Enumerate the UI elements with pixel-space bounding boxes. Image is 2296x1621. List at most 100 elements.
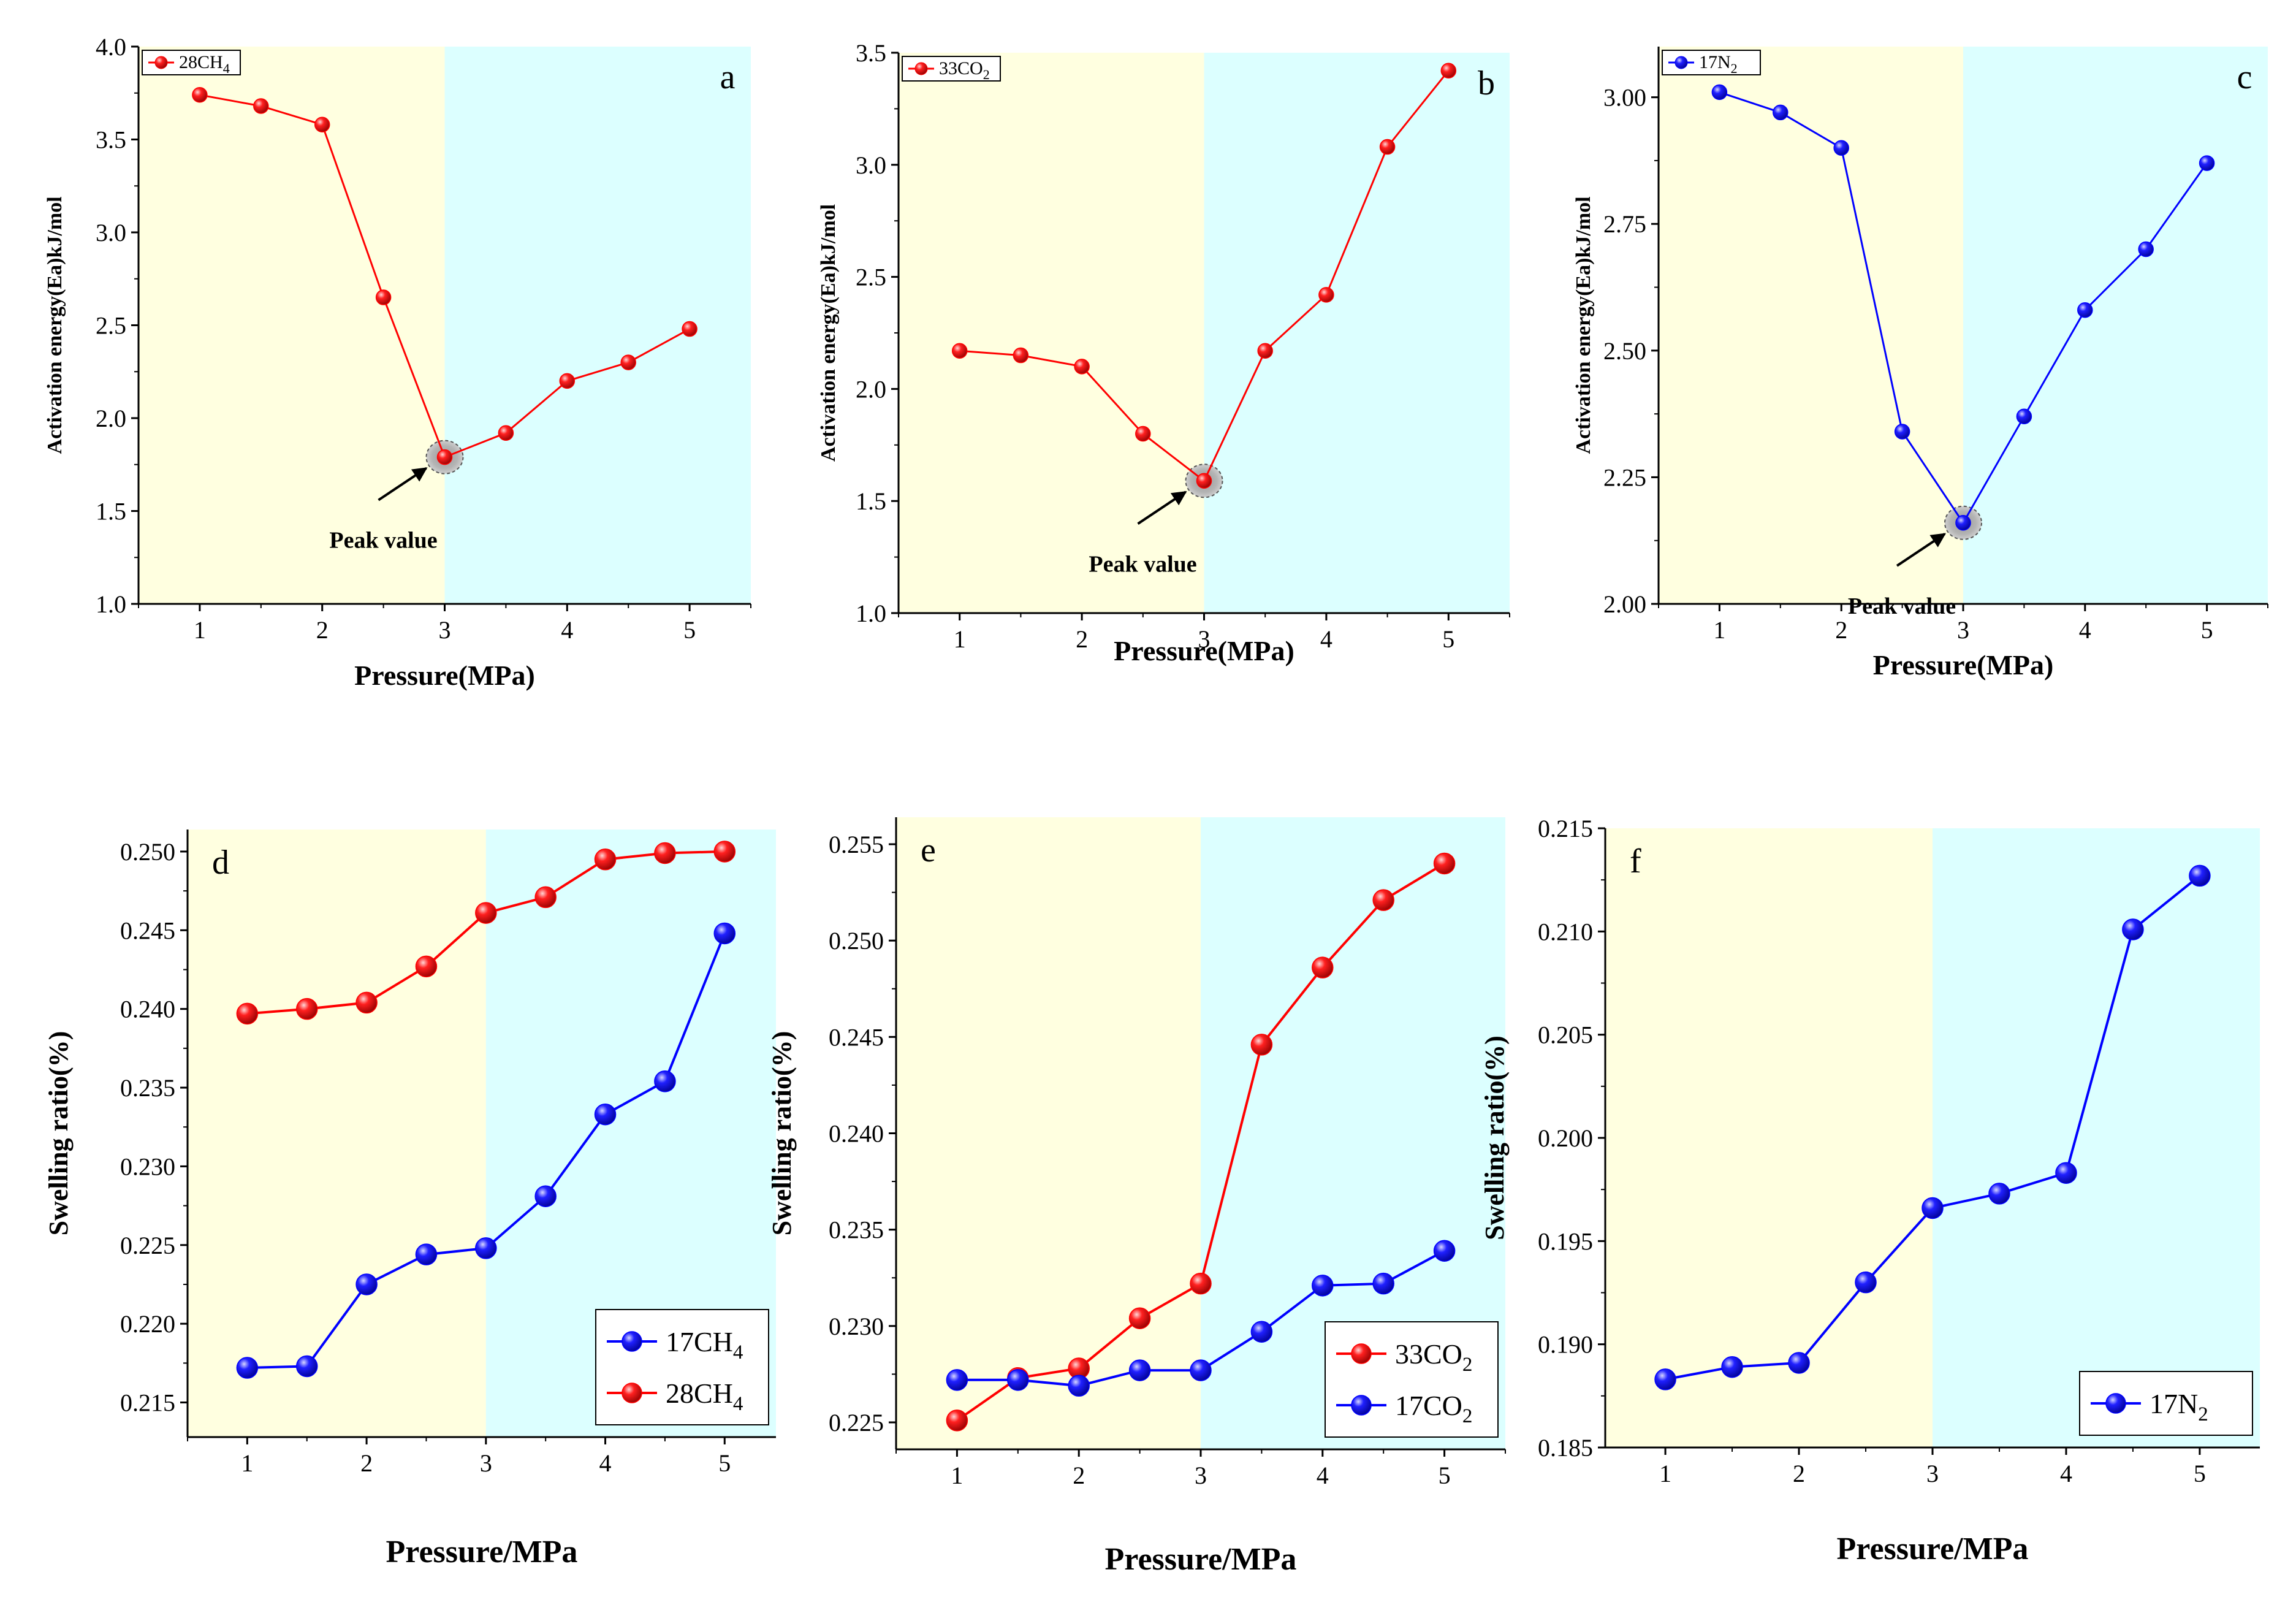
data-point-33CO2 [1440, 63, 1457, 78]
x-tick-label: 1 [1713, 616, 1725, 644]
panel-letter: b [1478, 64, 1495, 102]
x-tick-label: 3 [439, 616, 451, 644]
x-tick-label: 5 [2194, 1460, 2206, 1487]
x-tick-label: 3 [1198, 625, 1211, 653]
data-point-17CH4 [475, 1237, 497, 1259]
y-tick-label: 1.5 [856, 487, 886, 515]
y-tick-label: 0.230 [829, 1313, 884, 1340]
data-point-17CO2 [946, 1369, 968, 1391]
data-point-33CO2 [951, 343, 968, 359]
y-tick-label: 1.0 [96, 590, 126, 618]
y-tick-label: 0.210 [1538, 918, 1593, 945]
data-point-28CH4 [314, 116, 330, 133]
legend-marker [1351, 1343, 1372, 1364]
panel-letter: c [2237, 58, 2252, 96]
legend-box [1325, 1321, 1499, 1438]
x-axis-title: Pressure/MPa [1105, 1542, 1297, 1577]
data-point-33CO2 [1433, 852, 1456, 875]
legend-label: 28CH4 [179, 52, 230, 76]
data-point-17CH4 [355, 1273, 378, 1295]
y-tick-label: 3.5 [96, 126, 126, 154]
data-point-17CO2 [1007, 1369, 1029, 1391]
high-pressure-region [1204, 53, 1510, 613]
high-pressure-region [1933, 828, 2260, 1447]
y-axis-title: Swelling ratio(%) [1480, 1036, 1510, 1240]
data-point-17N2 [1721, 1356, 1743, 1378]
legend-marker [622, 1383, 642, 1403]
data-point-28CH4 [620, 354, 636, 370]
y-tick-label: 0.190 [1538, 1331, 1593, 1359]
x-tick-label: 4 [599, 1449, 612, 1477]
high-pressure-region [1963, 47, 2268, 604]
y-tick-label: 2.5 [856, 264, 886, 291]
data-point-17CH4 [415, 1243, 438, 1265]
data-point-17N2 [1922, 1197, 1944, 1219]
x-tick-label: 4 [561, 616, 573, 644]
data-point-33CO2 [1250, 1034, 1273, 1056]
y-tick-label: 0.225 [829, 1409, 884, 1436]
data-point-17CO2 [1190, 1359, 1212, 1381]
x-tick-label: 5 [718, 1449, 731, 1477]
x-tick-label: 5 [683, 616, 696, 644]
panel-letter: f [1630, 842, 1641, 880]
data-point-33CO2 [1196, 473, 1212, 489]
peak-value-label: Peak value [1089, 551, 1196, 577]
y-tick-label: 0.235 [829, 1216, 884, 1244]
data-point-17N2 [2138, 241, 2154, 257]
data-point-33CO2 [946, 1409, 968, 1432]
data-point-17N2 [1955, 515, 1971, 531]
y-axis-title: Activation energy(Ea)kJ/mol [1572, 196, 1595, 454]
data-point-17CO2 [1433, 1240, 1456, 1262]
data-point-28CH4 [375, 289, 392, 305]
x-tick-label: 4 [1317, 1462, 1329, 1489]
data-point-28CH4 [192, 87, 208, 103]
y-tick-label: 0.195 [1538, 1227, 1593, 1255]
legend-label: 33CO2 [1395, 1338, 1472, 1376]
data-point-28CH4 [436, 449, 453, 465]
y-tick-label: 2.75 [1603, 210, 1646, 238]
low-pressure-region [1659, 47, 1963, 604]
data-point-28CH4 [295, 997, 318, 1020]
x-tick-label: 2 [1076, 625, 1088, 653]
data-point-17N2 [2189, 864, 2211, 887]
chart-panel-f: 1 2 3 4 5 0.185 0.190 0.195 0.200 0.205 0.210 0.215… [1480, 815, 2260, 1566]
data-point-28CH4 [253, 98, 269, 114]
x-tick-label: 1 [194, 616, 206, 644]
x-tick-label: 5 [2201, 616, 2213, 644]
y-tick-label: 0.240 [829, 1120, 884, 1148]
data-point-28CH4 [594, 849, 617, 871]
panel-letter: d [212, 844, 229, 882]
low-pressure-region [896, 817, 1201, 1449]
y-axis-title: Swelling ratio(%) [44, 1031, 74, 1236]
panel-letter: a [720, 58, 736, 96]
y-tick-label: 2.25 [1603, 463, 1646, 491]
data-point-33CO2 [1379, 139, 1396, 155]
x-tick-label: 2 [360, 1449, 373, 1477]
x-tick-label: 3 [1926, 1460, 1939, 1487]
x-tick-label: 1 [954, 625, 966, 653]
y-tick-label: 3.5 [856, 39, 886, 67]
data-point-17CO2 [1372, 1272, 1394, 1295]
chart-panel-c: 1 2 3 4 5 2.00 2.25 2.50 2.75 3.00 Pressure(MPa) Ac… [1572, 47, 2268, 681]
y-tick-label: 4.0 [96, 33, 126, 61]
legend-label: 17CH4 [666, 1326, 743, 1364]
data-point-17N2 [2122, 918, 2144, 940]
x-tick-label: 3 [1957, 616, 1969, 644]
x-axis-title: Pressure/MPa [1837, 1531, 2029, 1566]
data-point-28CH4 [498, 425, 514, 441]
high-pressure-region [444, 47, 751, 604]
legend-marker [914, 62, 928, 75]
x-tick-label: 4 [1320, 625, 1332, 653]
peak-value-label: Peak value [329, 528, 437, 554]
data-point-17CO2 [1068, 1375, 1090, 1397]
legend-marker [622, 1331, 642, 1352]
y-tick-label: 1.5 [96, 498, 126, 525]
data-point-17N2 [1654, 1368, 1676, 1390]
y-tick-label: 0.215 [1538, 815, 1593, 842]
low-pressure-region [899, 53, 1204, 613]
data-point-28CH4 [475, 902, 497, 924]
chart-panel-e: 1 2 3 4 5 0.225 0.230 0.235 0.240 0.245 0.250 0.255… [767, 817, 1506, 1577]
y-tick-label: 0.215 [120, 1389, 175, 1417]
chart-panel-d: 1 2 3 4 5 0.215 0.220 0.225 0.230 0.235 0.240 0.245… [44, 830, 776, 1570]
data-point-17N2 [1894, 424, 1910, 440]
